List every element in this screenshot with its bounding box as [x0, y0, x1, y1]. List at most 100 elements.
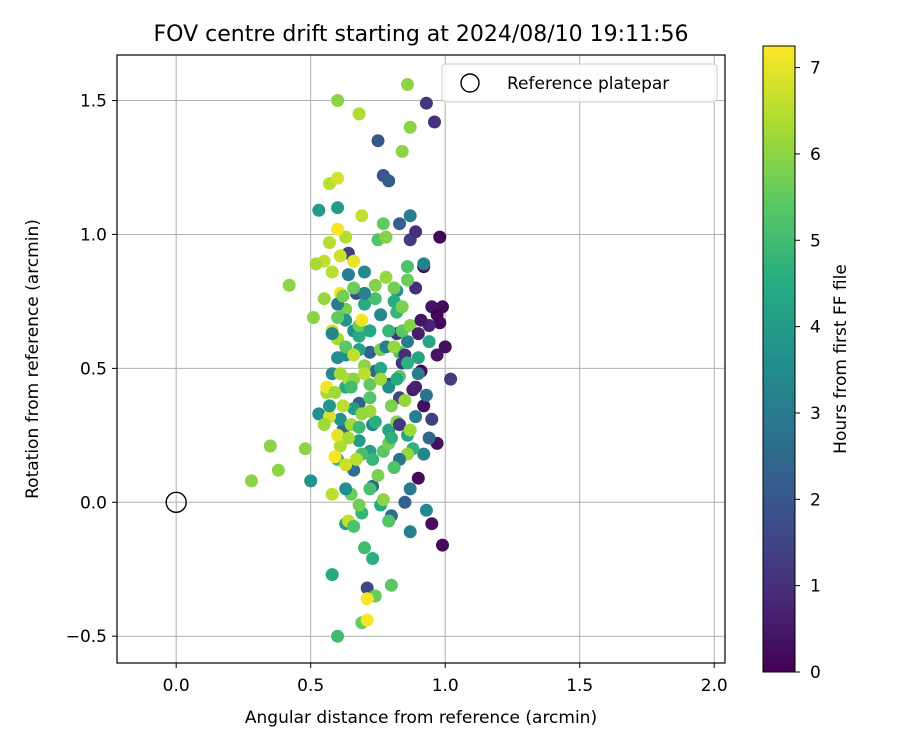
data-point [409, 410, 423, 424]
data-point [355, 313, 369, 327]
x-tick-label: 1.5 [566, 676, 593, 696]
data-point [382, 514, 396, 528]
data-point [430, 348, 444, 362]
data-point [379, 230, 393, 244]
data-point [328, 450, 342, 464]
colorbar-tick-label: 0 [810, 663, 821, 683]
data-point [425, 412, 439, 426]
data-point [387, 281, 401, 295]
data-point [263, 439, 277, 453]
data-point [411, 471, 425, 485]
data-point [312, 203, 326, 217]
data-point [333, 439, 347, 453]
x-tick-label: 0.5 [297, 676, 324, 696]
data-point [395, 144, 409, 158]
data-point [417, 257, 431, 271]
data-point [366, 552, 380, 565]
data-point [374, 372, 388, 386]
data-point [317, 418, 331, 432]
legend-box [441, 63, 718, 103]
data-point [363, 482, 377, 496]
data-point [306, 311, 320, 324]
data-point [401, 260, 414, 274]
colorbar-ticks: 0 1 2 3 4 5 6 7 [795, 59, 821, 683]
data-point [347, 348, 361, 362]
legend: Reference platepar [441, 63, 718, 103]
data-point [325, 487, 339, 501]
y-axis-ticks: −0.5 0.0 0.5 1.0 1.5 [66, 92, 117, 647]
data-points [245, 78, 458, 643]
chart-title: FOV centre drift starting at 2024/08/10 … [154, 22, 689, 47]
data-point [363, 324, 377, 338]
colorbar-tick-label: 1 [810, 577, 821, 597]
data-point [382, 174, 396, 188]
data-point [398, 394, 412, 407]
colorbar-gradient [763, 46, 795, 672]
data-point [336, 399, 350, 413]
data-point [401, 356, 414, 370]
data-point [366, 452, 380, 466]
data-point [317, 292, 331, 306]
y-tick-label: 0.0 [80, 493, 107, 513]
data-point [339, 458, 353, 472]
data-point [363, 345, 377, 359]
data-point [393, 217, 406, 231]
data-point [398, 495, 412, 509]
data-point [390, 372, 404, 386]
data-point [401, 78, 414, 91]
data-point [358, 297, 371, 311]
data-point [333, 249, 347, 263]
data-point [430, 308, 444, 322]
data-point [419, 503, 433, 517]
y-axis-label: Rotation from reference (arcmin) [23, 219, 43, 499]
data-point [436, 538, 449, 552]
data-point [409, 281, 423, 295]
data-point [438, 340, 452, 354]
data-point [395, 300, 409, 314]
colorbar: 0 1 2 3 4 5 6 7 Hours from first FF file [762, 45, 851, 683]
data-point [425, 517, 439, 531]
data-point [349, 452, 363, 466]
data-point [411, 327, 425, 341]
data-point [403, 482, 417, 496]
data-point [414, 313, 428, 327]
data-point [363, 391, 377, 405]
data-point [282, 278, 296, 292]
data-point [341, 431, 355, 445]
data-point [422, 431, 436, 445]
data-point [352, 329, 366, 343]
data-point [358, 286, 371, 300]
data-point [352, 434, 366, 448]
data-point [352, 498, 366, 512]
data-point [271, 463, 285, 477]
data-point [368, 292, 382, 306]
data-point [401, 273, 414, 287]
data-point [374, 361, 388, 375]
data-point [309, 257, 323, 271]
legend-entry-reference-platepar: Reference platepar [507, 74, 669, 94]
data-point [371, 469, 385, 482]
data-point [331, 311, 345, 324]
data-point [339, 482, 353, 496]
data-point [384, 431, 398, 445]
data-point [352, 420, 366, 434]
x-axis-label: Angular distance from reference (arcmin) [245, 708, 597, 728]
data-point [379, 270, 393, 284]
colorbar-label: Hours from first FF file [831, 264, 851, 454]
colorbar-tick-label: 6 [810, 145, 821, 165]
data-point [433, 230, 447, 244]
data-point [382, 324, 396, 338]
data-point [325, 327, 339, 341]
data-point [411, 351, 425, 365]
data-point [360, 613, 374, 627]
data-point [325, 265, 339, 279]
data-point [409, 380, 423, 394]
colorbar-tick-label: 7 [810, 59, 821, 79]
data-point [331, 351, 345, 365]
data-point [298, 442, 312, 456]
data-point [312, 407, 326, 421]
data-point [411, 367, 425, 381]
x-tick-label: 0.0 [163, 676, 190, 696]
colorbar-tick-label: 4 [810, 318, 821, 338]
